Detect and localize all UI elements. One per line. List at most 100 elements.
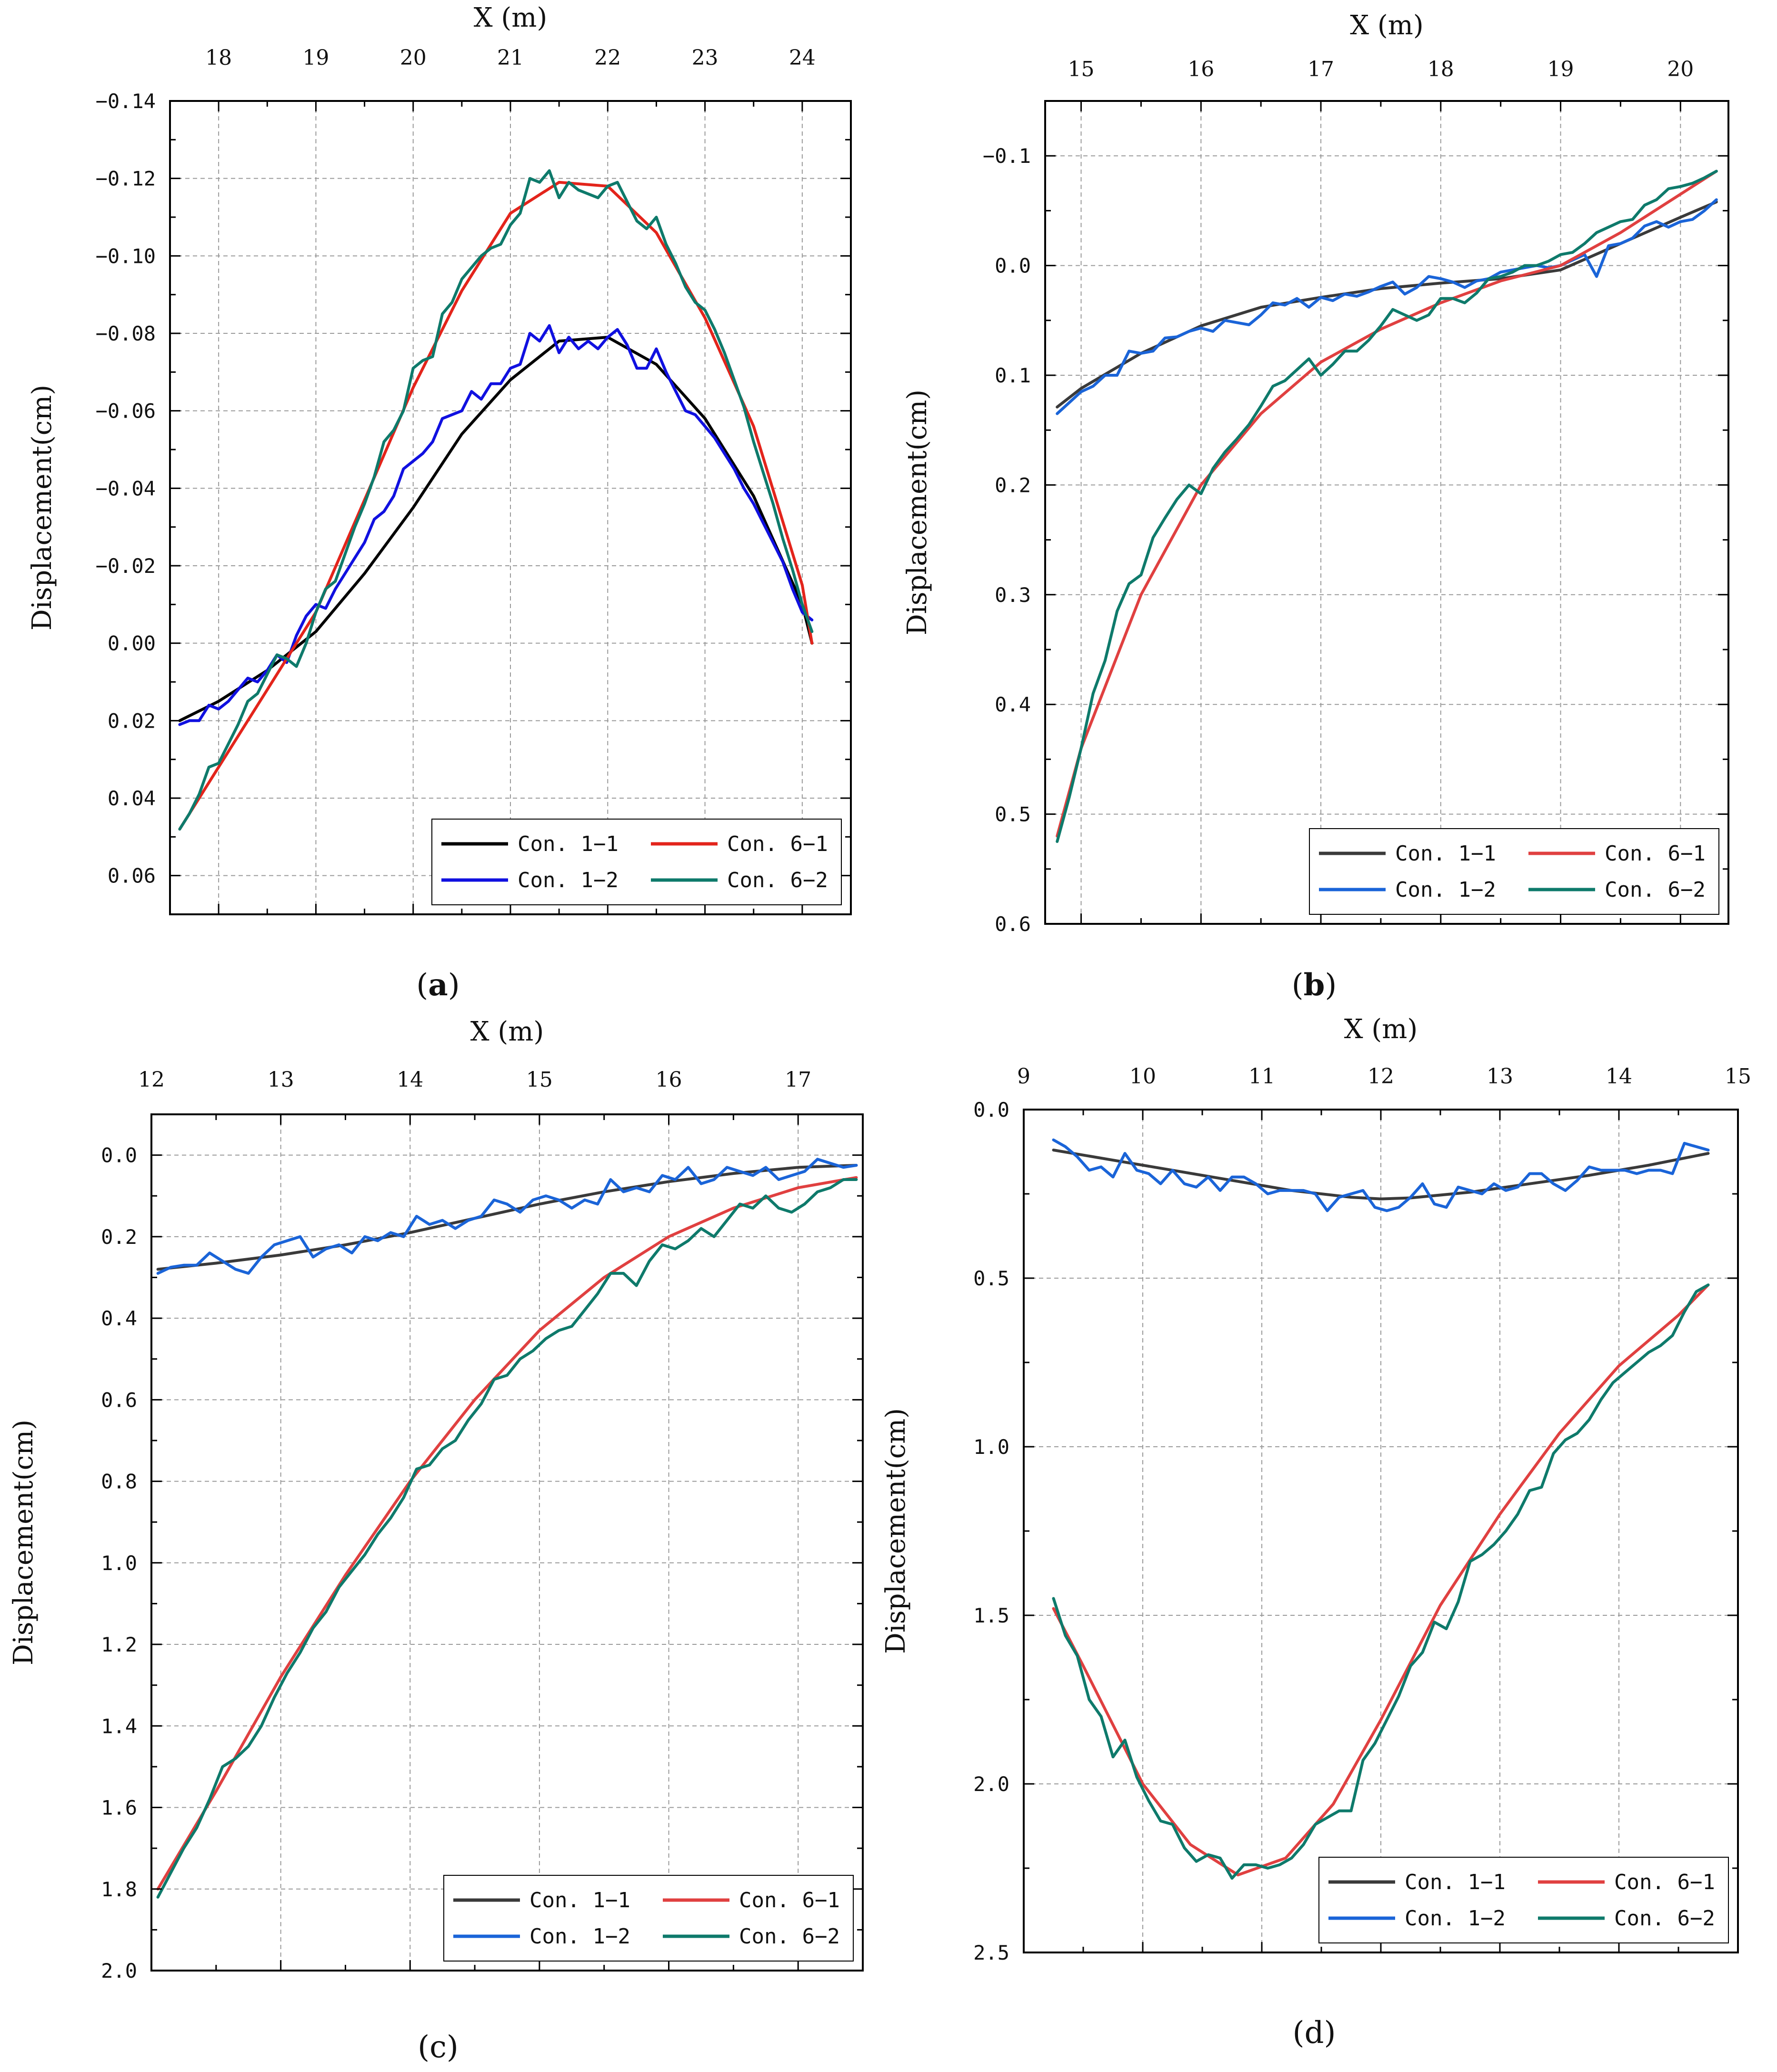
y-tick-label: 0.2 (995, 473, 1031, 497)
x-axis-title: X (m) (1350, 10, 1423, 41)
x-tick-label: 23 (692, 46, 719, 70)
legend-label: Con. 1−1 (518, 832, 619, 856)
y-tick-label: 0.3 (995, 583, 1031, 607)
y-tick-label: 1.8 (101, 1878, 137, 1901)
y-tick-label: 2.5 (973, 1941, 1009, 1964)
x-tick-label: 21 (497, 46, 524, 70)
y-axis-title: Displacement(cm) (880, 1408, 911, 1654)
series-line-3 (1052, 1283, 1710, 1877)
panel-caption: (c) (418, 2030, 459, 2065)
y-axis-title: Displacement(cm) (902, 390, 933, 635)
y-tick-label: 0.6 (995, 912, 1031, 936)
legend-label: Con. 6−1 (1605, 841, 1706, 866)
x-tick-label: 13 (268, 1068, 294, 1092)
y-tick-label: 1.2 (101, 1633, 137, 1656)
series-line-3 (156, 1176, 858, 1891)
legend-label: Con. 6−1 (739, 1888, 840, 1912)
y-tick-label: 2.0 (973, 1772, 1009, 1796)
legend: Con. 1−1 Con. 6−1 Con. 1−2 Con. 6−2 (1318, 1857, 1729, 1943)
chart-panel-c: 12 13 14 15 16 17 0.0 0.2 0.4 0.6 0.8 1.0 1.2 1.4 1.6 1… (8, 1016, 864, 2065)
x-tick-label: 17 (785, 1068, 811, 1092)
y-tick-label: 1.6 (101, 1796, 137, 1820)
legend-box (431, 819, 842, 905)
series-line-3 (178, 180, 814, 831)
legend-label: Con. 6−1 (727, 832, 828, 856)
plot-frame (150, 1113, 864, 1972)
y-tick-label: −0.10 (96, 244, 156, 268)
x-tick-label: 20 (400, 46, 427, 70)
legend-box (1318, 1857, 1729, 1943)
x-tick-label: 11 (1248, 1064, 1275, 1089)
series-line-1 (156, 1164, 858, 1271)
legend-label: Con. 6−2 (1614, 1906, 1715, 1931)
legend: Con. 1−1 Con. 6−1 Con. 1−2 Con. 6−2 (431, 819, 842, 905)
legend-label: Con. 1−2 (518, 868, 619, 892)
y-tick-label: −0.04 (96, 477, 156, 500)
x-axis-title: X (m) (474, 2, 547, 33)
y-tick-label: 0.5 (995, 803, 1031, 826)
x-axis-title: X (m) (470, 1016, 544, 1047)
x-tick-label: 9 (1017, 1064, 1030, 1089)
series-line-4 (156, 1178, 858, 1899)
x-tick-label: 15 (1068, 57, 1095, 81)
legend-box (1309, 828, 1719, 915)
x-tick-label: 19 (302, 46, 329, 70)
y-tick-label: 0.1 (995, 364, 1031, 387)
y-axis-title: Displacement(cm) (27, 385, 58, 631)
y-tick-label: 0.4 (101, 1307, 137, 1330)
y-tick-label: 0.8 (101, 1470, 137, 1493)
legend: Con. 1−1 Con. 6−1 Con. 1−2 Con. 6−2 (1309, 828, 1719, 915)
legend-label: Con. 6−1 (1614, 1870, 1715, 1894)
y-tick-label: 0.02 (108, 709, 156, 732)
y-tick-label: 0.0 (995, 254, 1031, 278)
legend-label: Con. 1−1 (1405, 1870, 1506, 1894)
y-tick-label: 0.0 (101, 1144, 137, 1167)
x-tick-label: 22 (594, 46, 621, 70)
legend-label: Con. 6−2 (1605, 878, 1706, 902)
x-tick-label: 19 (1547, 57, 1574, 81)
chart-panel-b: 15 16 17 18 19 20 −0.1 0.0 0.1 0.2 0.3 0.4 0.5 0.6 X (… (902, 10, 1729, 1003)
x-tick-label: 15 (1725, 1064, 1751, 1089)
legend-label: Con. 1−1 (529, 1888, 630, 1912)
chart-panel-a: 18 19 20 21 22 23 24 −0.14 −0.12 −0.10 −0.08 −0.06 −… (27, 2, 852, 1003)
x-tick-label: 18 (205, 46, 232, 70)
y-tick-label: −0.02 (96, 554, 156, 578)
y-tick-label: 0.00 (108, 632, 156, 655)
y-tick-label: −0.08 (96, 322, 156, 345)
legend-label: Con. 1−2 (1395, 878, 1496, 902)
y-tick-label: −0.06 (96, 400, 156, 423)
series-line-2 (156, 1158, 858, 1275)
y-tick-label: 1.0 (973, 1435, 1009, 1459)
x-tick-label: 16 (1188, 57, 1214, 81)
series-line-4 (1056, 170, 1718, 843)
panel-caption: (a) (416, 967, 459, 1003)
y-tick-label: 1.0 (101, 1551, 137, 1575)
legend: Con. 1−1 Con. 6−1 Con. 1−2 Con. 6−2 (443, 1875, 854, 1962)
legend-label: Con. 1−2 (1405, 1906, 1506, 1931)
panel-caption: (d) (1293, 2015, 1336, 2051)
x-tick-label: 10 (1129, 1064, 1156, 1089)
x-axis-title: X (m) (1344, 1014, 1418, 1045)
x-tick-label: 13 (1487, 1064, 1513, 1089)
x-tick-label: 16 (656, 1068, 682, 1092)
y-tick-label: 0.4 (995, 693, 1031, 716)
series-line-2 (1052, 1138, 1710, 1212)
x-tick-label: 14 (397, 1068, 423, 1092)
panel-caption: (b) (1292, 967, 1337, 1003)
series-line-4 (1052, 1283, 1710, 1880)
x-tick-label: 20 (1667, 57, 1694, 81)
y-tick-label: −0.12 (96, 167, 156, 190)
legend-label: Con. 6−2 (727, 868, 828, 892)
y-tick-label: 1.5 (973, 1604, 1009, 1627)
y-axis-title: Displacement(cm) (8, 1420, 39, 1665)
x-tick-label: 24 (789, 46, 816, 70)
x-tick-label: 14 (1606, 1064, 1632, 1089)
x-tick-label: 15 (526, 1068, 553, 1092)
legend-box (443, 1875, 854, 1962)
y-tick-label: 0.04 (108, 787, 156, 810)
y-tick-label: 0.6 (101, 1388, 137, 1411)
x-tick-label: 18 (1428, 57, 1454, 81)
y-tick-label: 0.5 (973, 1267, 1009, 1290)
legend-label: Con. 1−1 (1395, 841, 1496, 866)
